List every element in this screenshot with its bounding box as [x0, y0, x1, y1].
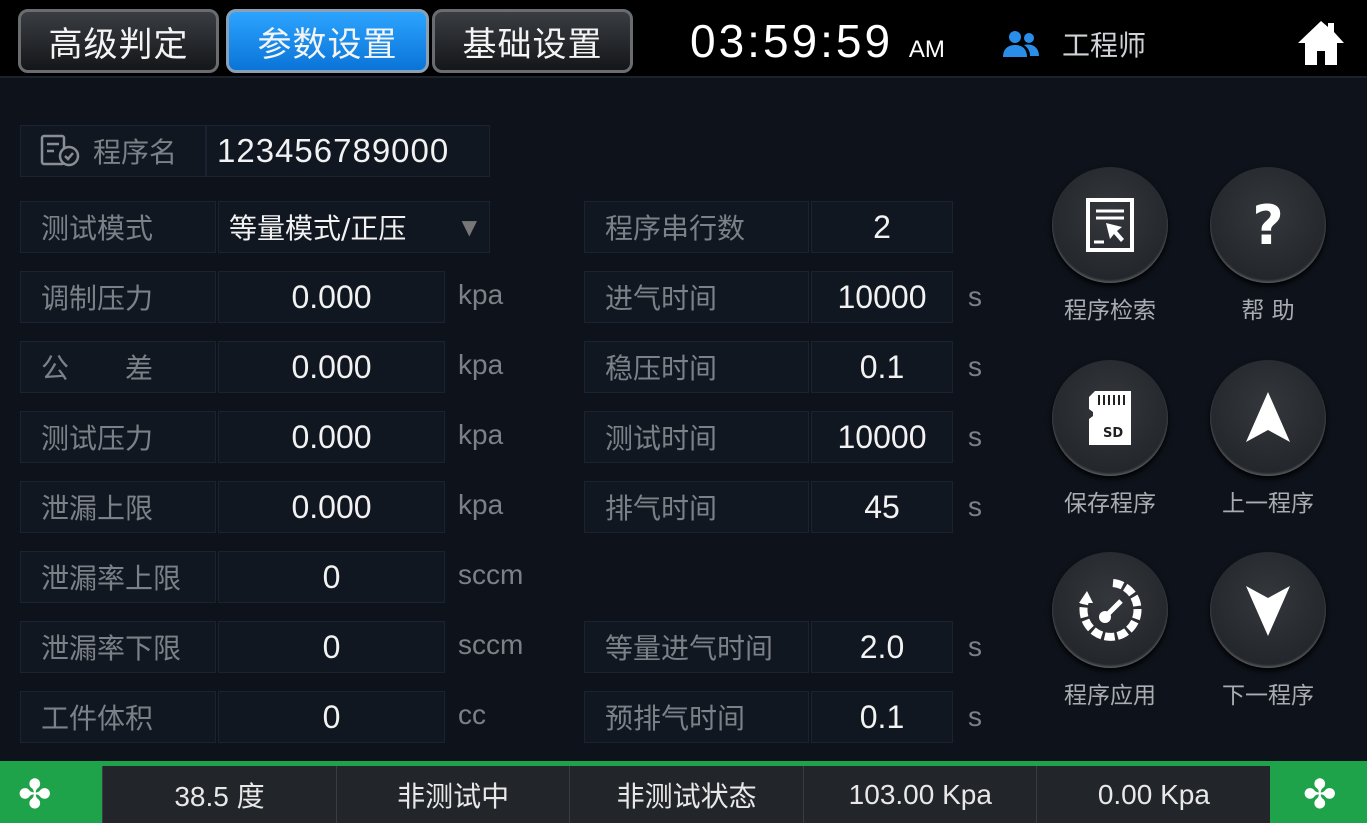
status-cell: 非测试中: [335, 766, 570, 823]
clover-icon: ✤: [1303, 772, 1337, 818]
help-icon: ?: [1252, 193, 1284, 257]
users-icon: [1003, 31, 1039, 57]
arrow-down-button[interactable]: [1210, 552, 1326, 668]
button-label: 程序应用: [1064, 683, 1156, 709]
field-unit: kpa: [458, 279, 504, 310]
field-label: 泄漏率下限: [20, 621, 216, 673]
help-button[interactable]: ?: [1210, 167, 1326, 283]
field-unit: s: [968, 701, 982, 732]
field-input[interactable]: 0: [218, 621, 445, 673]
field-label: 工件体积: [20, 691, 216, 743]
program-name-input[interactable]: 123456789000: [206, 125, 490, 177]
tab-basic-settings[interactable]: 基础设置: [432, 9, 633, 73]
field-input[interactable]: 45: [811, 481, 953, 533]
status-cell: 103.00 Kpa: [802, 766, 1037, 823]
field-label: 测试压力: [20, 411, 216, 463]
field-label: 等量进气时间: [584, 621, 809, 673]
program-search-icon: [1084, 197, 1136, 253]
status-bar: ✤ ✤ 38.5 度非测试中 非测试状态 103.00 Kpa 0.00 Kpa: [0, 761, 1367, 823]
svg-text:SD: SD: [1103, 426, 1123, 441]
field-label: 测试时间: [584, 411, 809, 463]
field-input[interactable]: 0.000: [218, 481, 445, 533]
field-unit: sccm: [458, 629, 524, 660]
test-mode-label: 测试模式: [20, 201, 216, 253]
field-input[interactable]: 0.000: [218, 271, 445, 323]
test-mode-value: 等量模式/正压: [229, 212, 407, 245]
test-mode-select[interactable]: 等量模式/正压 ▼: [218, 201, 490, 253]
clock-time: 03:59:59: [690, 15, 894, 67]
field-label: 排气时间: [584, 481, 809, 533]
field-input[interactable]: 0: [218, 691, 445, 743]
user-indicator: 工程师: [1002, 24, 1146, 64]
home-icon[interactable]: [1296, 18, 1346, 68]
field-unit: s: [968, 281, 982, 312]
sd-card-button[interactable]: SD: [1052, 360, 1168, 476]
tab-advanced-judgement[interactable]: 高级判定: [18, 9, 219, 73]
field-unit: s: [968, 351, 982, 382]
arrow-down-icon: [1244, 582, 1292, 638]
field-unit: sccm: [458, 559, 524, 590]
field-label: 泄漏上限: [20, 481, 216, 533]
button-label: 上一程序: [1222, 491, 1314, 517]
field-unit: s: [968, 631, 982, 662]
field-input[interactable]: 0.000: [218, 411, 445, 463]
field-unit: kpa: [458, 419, 504, 450]
field-unit: s: [968, 491, 982, 522]
status-cell: 非测试状态: [569, 766, 804, 823]
field-unit: kpa: [458, 349, 504, 380]
apply-gauge-button[interactable]: [1052, 552, 1168, 668]
field-input[interactable]: 10000: [811, 411, 953, 463]
field-label: 预排气时间: [584, 691, 809, 743]
clock-ampm: AM: [908, 36, 945, 63]
status-cell: 0.00 Kpa: [1036, 766, 1271, 823]
clock: 03:59:59 AM: [690, 14, 945, 68]
top-bar: 高级判定 参数设置 基础设置 03:59:59 AM 工程师: [0, 0, 1367, 78]
field-input[interactable]: 0.1: [811, 691, 953, 743]
sd-card-icon: SD: [1087, 389, 1133, 447]
arrow-up-button[interactable]: [1210, 360, 1326, 476]
button-label: 程序检索: [1064, 298, 1156, 324]
field-label: 公 差: [20, 341, 216, 393]
tab-parameter-settings[interactable]: 参数设置: [226, 9, 429, 73]
field-input[interactable]: 0.1: [811, 341, 953, 393]
field-input[interactable]: 0: [218, 551, 445, 603]
program-name-label-cell: 程序名: [20, 125, 206, 177]
field-input[interactable]: 2.0: [811, 621, 953, 673]
status-cell: 38.5 度: [102, 766, 336, 823]
field-label: 泄漏率上限: [20, 551, 216, 603]
field-label: 进气时间: [584, 271, 809, 323]
program-search-button[interactable]: [1052, 167, 1168, 283]
document-check-icon: [40, 134, 80, 167]
clover-icon: ✤: [18, 772, 52, 818]
field-input[interactable]: 0.000: [218, 341, 445, 393]
button-label: 帮 助: [1241, 298, 1295, 324]
user-role: 工程师: [1062, 29, 1147, 62]
field-unit: kpa: [458, 489, 504, 520]
field-unit: cc: [458, 699, 486, 730]
field-label: 程序串行数: [584, 201, 809, 253]
program-name-label: 程序名: [93, 136, 178, 169]
field-label: 调制压力: [20, 271, 216, 323]
apply-gauge-icon: [1075, 575, 1145, 645]
field-input[interactable]: 2: [811, 201, 953, 253]
field-label: 稳压时间: [584, 341, 809, 393]
button-label: 下一程序: [1222, 683, 1314, 709]
dropdown-arrow-icon[interactable]: ▼: [461, 215, 477, 239]
field-input[interactable]: 10000: [811, 271, 953, 323]
arrow-up-icon: [1244, 390, 1292, 446]
field-unit: s: [968, 421, 982, 452]
button-label: 保存程序: [1064, 491, 1156, 517]
